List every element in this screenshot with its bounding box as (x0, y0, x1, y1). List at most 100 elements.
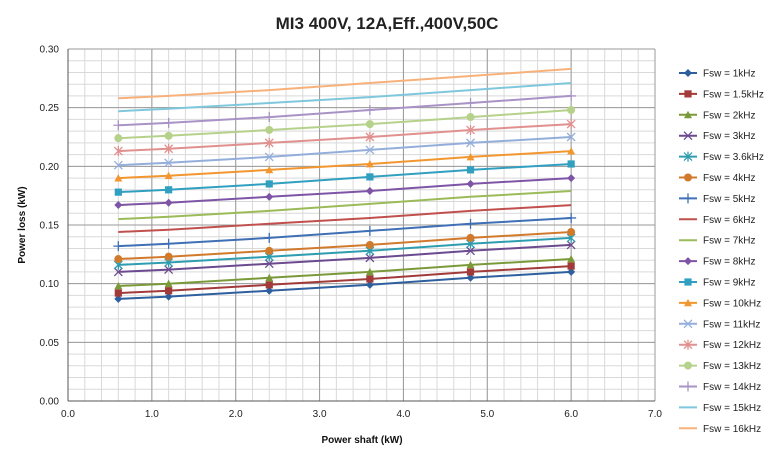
data-point (113, 146, 123, 157)
series-line (118, 177, 572, 207)
legend-marker (684, 173, 692, 182)
data-point (164, 292, 173, 301)
data-point (365, 280, 374, 289)
grid (67, 48, 656, 402)
legend-marker (683, 131, 693, 141)
data-point (265, 192, 274, 201)
data-point (567, 267, 576, 276)
data-point (566, 132, 576, 142)
data-point (466, 260, 475, 269)
legend-label: Fsw = 15kHz (703, 403, 761, 414)
data-point (113, 120, 124, 131)
data-point (567, 174, 576, 183)
legend-label: Fsw = 8kHz (703, 257, 756, 268)
legend-entry: Fsw = 14kHz (679, 381, 761, 393)
legend-marker (683, 151, 693, 162)
legend-entry: Fsw = 2kHz (679, 110, 756, 121)
legend-marker (684, 257, 692, 266)
series-line (118, 217, 572, 248)
legend-entry: Fsw = 6kHz (679, 215, 756, 226)
y-tick-label: 0.15 (40, 221, 60, 232)
series-3 (114, 255, 576, 290)
series-line (118, 163, 572, 194)
legend-entry: Fsw = 16kHz (679, 424, 761, 435)
series-line (118, 204, 572, 233)
y-tick-label: 0.20 (40, 162, 60, 173)
legend-label: Fsw = 1kHz (703, 69, 756, 80)
x-tick-label: 6.0 (564, 409, 578, 420)
legend-marker (684, 278, 692, 286)
legend-entry: Fsw = 12kHz (679, 339, 761, 351)
legend-marker (684, 69, 692, 77)
series-line (118, 94, 572, 127)
data-point (265, 246, 274, 255)
series-7 (113, 212, 577, 252)
data-point (466, 166, 475, 174)
legend-entry: Fsw = 1.5kHz (679, 89, 764, 100)
data-point (164, 171, 173, 180)
legend-label: Fsw = 14kHz (703, 382, 761, 393)
series-line (118, 82, 572, 113)
data-point (366, 173, 374, 181)
legend-entry: Fsw = 11kHz (679, 319, 760, 330)
legend-label: Fsw = 1.5kHz (703, 89, 764, 100)
legend-entry: Fsw = 7kHz (679, 236, 756, 247)
series-line (118, 265, 572, 295)
x-tick-label: 7.0 (648, 409, 662, 420)
x-tick-label: 5.0 (480, 409, 494, 420)
data-point (466, 113, 475, 122)
legend-entry: Fsw = 10kHz (679, 298, 761, 309)
axes (67, 49, 655, 402)
x-tick-label: 0.0 (61, 409, 75, 420)
series-9 (118, 190, 572, 221)
data-point (466, 273, 475, 282)
data-point (365, 145, 375, 155)
data-point (165, 287, 173, 295)
series-8 (118, 204, 572, 233)
data-point (466, 152, 475, 161)
data-point (466, 233, 475, 242)
series-line (118, 123, 572, 153)
data-point (365, 132, 375, 142)
data-point (365, 253, 375, 263)
legend-entry: Fsw = 5kHz (679, 193, 756, 205)
legend-label: Fsw = 13kHz (703, 361, 761, 372)
data-point (164, 265, 174, 275)
chart-title: MI3 400V, 12A,Eff.,400V,50C (276, 14, 499, 33)
data-point (365, 159, 374, 168)
data-point (114, 289, 122, 297)
data-point (113, 267, 123, 277)
data-point (366, 275, 374, 283)
series-2 (114, 262, 575, 297)
data-point (566, 212, 577, 223)
data-point (264, 152, 274, 162)
legend-label: Fsw = 6kHz (703, 215, 756, 226)
data-point (264, 259, 274, 269)
x-tick-label: 1.0 (145, 409, 159, 420)
legend-entry: Fsw = 4kHz (679, 173, 756, 184)
legend-entry: Fsw = 8kHz (679, 257, 756, 268)
data-point (164, 252, 173, 261)
legend-entry: Fsw = 1kHz (679, 69, 756, 80)
series-6 (114, 228, 576, 264)
data-point (466, 138, 475, 148)
series-4 (113, 240, 576, 277)
data-point (265, 273, 274, 282)
data-point (164, 143, 174, 154)
data-point (566, 240, 576, 250)
legend-label: Fsw = 9kHz (703, 278, 756, 289)
series-18 (118, 67, 572, 100)
x-tick-label: 4.0 (396, 409, 410, 420)
y-tick-label: 0.00 (40, 397, 60, 408)
x-tick-label: 2.0 (229, 409, 243, 420)
series-line (118, 258, 572, 287)
data-point (113, 160, 123, 170)
data-point (265, 281, 273, 289)
data-point (567, 160, 575, 168)
data-point (567, 228, 576, 237)
data-point (114, 294, 123, 303)
legend: Fsw = 1kHz Fsw = 1.5kHz Fsw = 2kHz Fsw = 3k… (679, 69, 764, 435)
legend-entry: Fsw = 9kHz (679, 278, 756, 289)
data-point (114, 188, 122, 196)
legend-entry: Fsw = 3kHz (679, 131, 756, 142)
